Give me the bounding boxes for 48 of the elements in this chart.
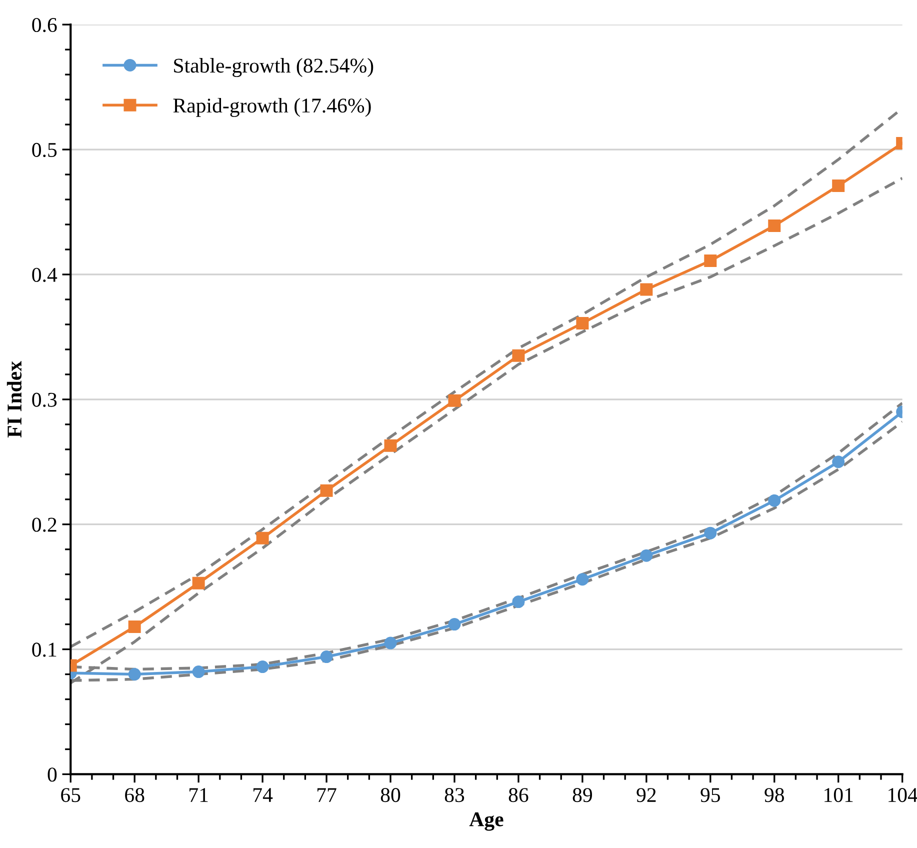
point [768,494,781,507]
y-tick-label: 0 [48,768,57,782]
point [704,526,717,540]
point [384,439,397,452]
point [192,666,205,678]
point [832,456,845,468]
y-tick-label: 0.5 [32,142,57,158]
point [512,349,525,362]
x-tick-label: 74 [254,788,273,802]
x-tick-label: 77 [317,788,336,802]
legend-label: Rapid-growth (17.46%) [173,98,371,117]
y-tick-label: 0.4 [32,268,58,282]
x-tick-label: 65 [61,788,80,802]
point [576,316,589,330]
x-tick-label: 98 [764,788,784,802]
x-tick-label: 80 [380,788,400,802]
x-tick-label: 86 [508,788,528,802]
x-axis-title: Age [469,812,504,831]
y-tick-label: 0.1 [32,642,56,657]
x-tick-label: 95 [700,788,720,802]
x-tick-label: 89 [572,788,592,802]
point [832,180,845,192]
point [192,576,205,590]
point [704,254,717,267]
x-tick-label: 101 [824,788,853,802]
x-tick-label: 71 [190,788,208,802]
point [448,394,461,407]
point [128,620,141,634]
y-tick-label: 0.2 [32,518,56,532]
x-tick-label: 68 [125,788,144,802]
y-axis-title: FI Index [6,361,22,438]
x-tick-label: 92 [636,788,656,802]
point [640,549,653,562]
point [256,660,269,674]
point [320,650,333,664]
point [640,283,653,296]
point [384,636,397,650]
point [576,573,589,586]
point [768,219,781,232]
x-tick-label: 83 [444,788,464,802]
point [448,618,461,631]
y-tick-label: 0.3 [32,392,57,407]
point [320,484,333,497]
legend-label: Stable-growth (82.54%) [174,58,374,78]
point [128,668,141,681]
point [256,532,269,544]
point [512,596,525,608]
y-tick-label: 0.6 [32,18,57,32]
